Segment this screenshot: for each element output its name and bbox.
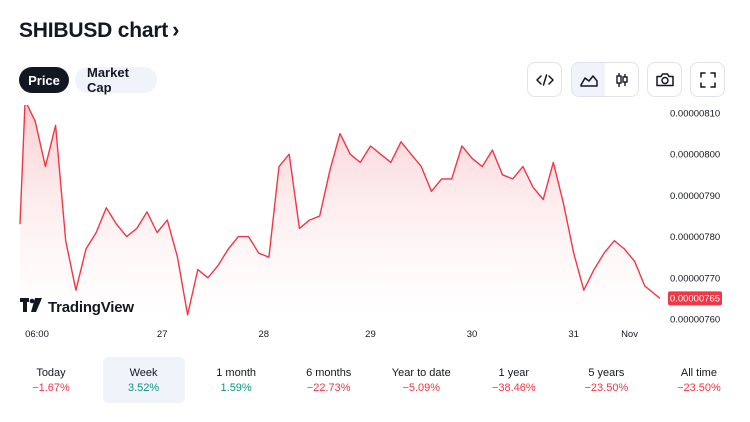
fullscreen-icon xyxy=(699,71,716,88)
range-label: Today xyxy=(36,366,66,379)
range-label: All time xyxy=(680,366,717,379)
embed-code-button[interactable] xyxy=(527,62,562,97)
range-change: −22.73% xyxy=(306,381,351,394)
chart-style-toggle xyxy=(571,62,639,97)
range-all-time[interactable]: All time −23.50% xyxy=(658,357,740,403)
candlestick-button[interactable] xyxy=(605,63,638,96)
range-label: 5 years xyxy=(588,366,625,379)
x-tick-label: Nov xyxy=(621,329,638,340)
range-year-to-date[interactable]: Year to date −5.09% xyxy=(380,357,462,403)
range-1-month[interactable]: 1 month 1.59% xyxy=(195,357,277,403)
y-tick-label: 0.00000760 xyxy=(670,315,720,326)
range-change: −23.50% xyxy=(584,381,629,394)
x-tick-label: 30 xyxy=(467,329,478,340)
price-chart[interactable]: 0.00000810 0.00000800 0.00000790 0.00000780… xyxy=(0,99,750,345)
x-tick-label: 28 xyxy=(259,329,270,340)
tab-market-cap[interactable]: Market Cap xyxy=(75,65,157,95)
candlestick-icon xyxy=(615,72,628,87)
range-change: 3.52% xyxy=(127,381,160,394)
y-tick-label: 0.00000810 xyxy=(670,109,720,120)
embed-code-icon xyxy=(535,73,554,86)
x-tick-label: 27 xyxy=(157,329,168,340)
page-title: SHIBUSD chart xyxy=(19,19,169,42)
y-tick-label: 0.00000780 xyxy=(670,232,720,243)
y-tick-label: 0.00000800 xyxy=(670,150,720,161)
current-price-label: 0.00000765 xyxy=(670,294,720,305)
y-tick-label: 0.00000790 xyxy=(670,191,720,202)
range-change: −23.50% xyxy=(677,381,721,394)
tradingview-wordmark: TradingView xyxy=(48,298,134,316)
range-change: 1.59% xyxy=(220,381,252,394)
tradingview-logo: TradingView xyxy=(20,298,134,316)
range-label: Year to date xyxy=(391,366,451,379)
price-area xyxy=(20,100,660,319)
time-range-selector: Today −1.67% Week 3.52% 1 month 1.59% 6 … xyxy=(10,357,740,403)
range-label: 6 months xyxy=(306,366,352,379)
x-tick-label: 06:00 xyxy=(25,329,49,340)
range-today[interactable]: Today −1.67% xyxy=(10,357,92,403)
range-1-year[interactable]: 1 year −38.46% xyxy=(473,357,555,403)
current-price-badge: 0.00000765 xyxy=(668,291,722,306)
range-6-months[interactable]: 6 months −22.73% xyxy=(288,357,370,403)
range-change: −38.46% xyxy=(491,381,536,394)
chart-title-link[interactable]: SHIBUSD chart › xyxy=(19,19,179,43)
fullscreen-button[interactable] xyxy=(690,62,725,97)
price-line xyxy=(19,99,661,316)
camera-icon xyxy=(655,73,674,87)
chevron-right-icon: › xyxy=(172,17,180,42)
x-tick-label: 31 xyxy=(568,329,579,340)
area-chart-icon xyxy=(579,74,598,87)
range-change: −1.67% xyxy=(32,381,70,394)
range-label: 1 year xyxy=(498,366,530,379)
area-chart-button[interactable] xyxy=(572,63,605,96)
screenshot-button[interactable] xyxy=(647,62,682,97)
price-chart-svg: 0.00000810 0.00000800 0.00000790 0.00000780… xyxy=(19,99,722,340)
tab-price[interactable]: Price xyxy=(19,67,69,93)
range-week[interactable]: Week 3.52% xyxy=(102,357,185,403)
range-5-years[interactable]: 5 years −23.50% xyxy=(565,357,647,403)
y-tick-label: 0.00000770 xyxy=(670,273,720,284)
range-label: Week xyxy=(129,366,158,379)
tradingview-mark-icon xyxy=(20,298,42,316)
range-label: 1 month xyxy=(216,366,256,379)
x-tick-label: 29 xyxy=(365,329,376,340)
range-change: −5.09% xyxy=(402,381,441,394)
